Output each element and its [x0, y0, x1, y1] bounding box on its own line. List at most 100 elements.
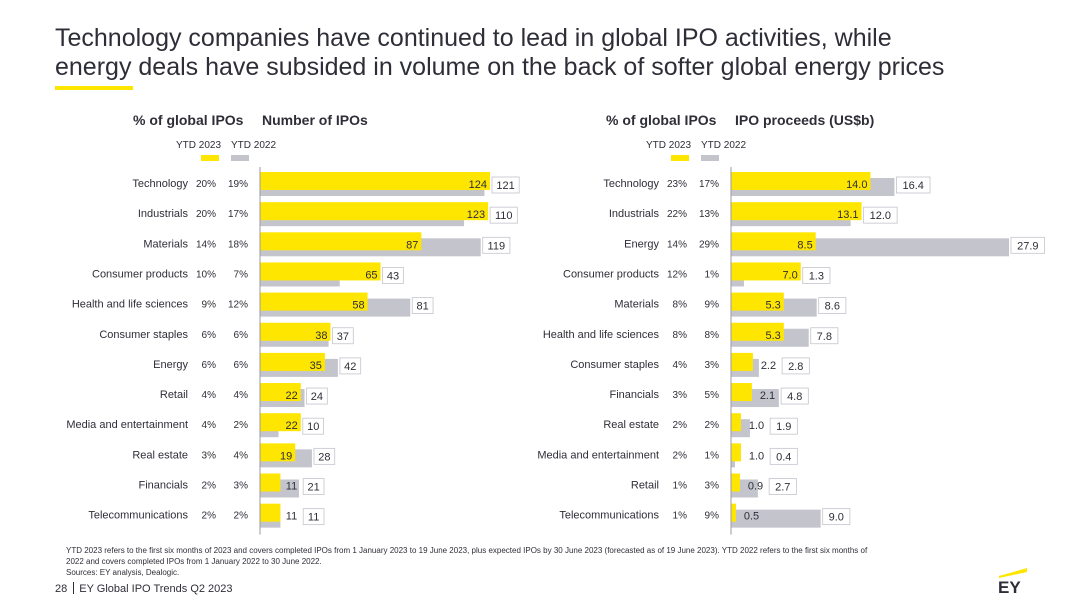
chart-row: Media and entertainment 4% 2% 22 10	[66, 413, 325, 438]
value-label-2023: 5.3	[766, 300, 781, 312]
pct-2022-label: 1%	[705, 450, 720, 461]
bar-ytd2023	[731, 503, 736, 522]
value-label-2022-box	[411, 297, 434, 315]
pct-2022-label: 3%	[234, 481, 249, 492]
bar-ytd2023	[260, 413, 301, 432]
value-label-2023: 11	[286, 511, 297, 523]
chart-row: Consumer products 10% 7% 65 43	[92, 262, 404, 287]
pct-2023-label: 3%	[202, 450, 217, 461]
chart-title: Number of IPOs	[262, 112, 368, 128]
bar-ytd2023	[260, 292, 368, 311]
pct-2023-label: 6%	[202, 330, 217, 341]
title-line-2: energy deals have subsided in volume on …	[55, 53, 945, 81]
footer-text: EY Global IPO Trends Q2 2023	[79, 583, 233, 595]
legend-ytd2022-label: YTD 2022	[701, 140, 747, 151]
bar-ytd2023	[731, 262, 801, 281]
bar-ytd2023	[260, 352, 325, 371]
value-label-2022-box	[768, 478, 797, 495]
pct-2023-label: 2%	[673, 420, 688, 431]
bar-ytd2023	[260, 262, 381, 281]
category-label: Industrials	[609, 208, 660, 220]
footnote-sources: Sources: EY analysis, Dealogic.	[66, 568, 180, 577]
pct-2023-label: 20%	[196, 179, 216, 190]
chart-row: Real estate 3% 4% 19 28	[132, 443, 336, 468]
value-label-2022-box	[302, 478, 325, 495]
category-label: Industrials	[138, 208, 189, 220]
value-label-2023: 2.2	[761, 360, 776, 372]
category-label: Retail	[631, 480, 659, 492]
category-label: Health and life sciences	[72, 299, 189, 311]
bar-ytd2023	[260, 172, 490, 190]
pct-2022-label: 19%	[228, 179, 248, 190]
bar-ytd2023	[731, 292, 784, 311]
legend-ytd2023-label: YTD 2023	[176, 140, 222, 151]
value-label-2022-box	[302, 508, 325, 526]
pct-2023-label: 9%	[202, 300, 217, 311]
chart-row: Energy 14% 29% 8.5 27.9	[624, 232, 1045, 257]
category-label: Consumer products	[563, 268, 659, 280]
value-label-2022: 0.4	[776, 451, 791, 463]
value-label-2023: 22	[286, 420, 298, 432]
footnote: YTD 2023 refers to the first six months …	[66, 545, 1006, 578]
pct-2022-label: 17%	[699, 179, 719, 190]
pct-2022-label: 18%	[228, 239, 248, 250]
chart-row: Telecommunications 1% 9% 0.5 9.0	[559, 503, 851, 528]
value-label-2022: 1.3	[809, 270, 824, 282]
pct-2023-label: 14%	[667, 239, 687, 250]
value-label-2023: 22	[286, 390, 298, 402]
pct-2022-label: 2%	[234, 511, 249, 522]
chart-row: Technology 23% 17% 14.0 16.4	[603, 172, 931, 196]
chart-row: Real estate 2% 2% 1.0 1.9	[603, 413, 798, 438]
value-label-2022: 8.6	[825, 301, 840, 313]
chart-row: Materials 14% 18% 87 119	[143, 232, 511, 257]
value-label-2022-box	[802, 267, 831, 284]
pct-2023-label: 14%	[196, 239, 216, 250]
value-label-2022-box	[781, 357, 810, 375]
value-label-2023: 1.0	[749, 420, 764, 432]
pct-2022-label: 3%	[705, 360, 720, 371]
value-label-2022: 42	[344, 361, 356, 373]
chart-row: Technology 20% 19% 124 121	[132, 172, 520, 196]
pct-2022-label: 9%	[705, 511, 720, 522]
value-label-2023: 14.0	[846, 179, 867, 191]
pct-2023-label: 2%	[673, 450, 688, 461]
value-label-2023: 19	[280, 450, 292, 462]
category-label: Real estate	[603, 419, 659, 431]
category-label: Financials	[609, 389, 659, 401]
value-label-2022-box	[489, 206, 518, 224]
pct-header: % of global IPOs	[133, 112, 244, 128]
chart-title: IPO proceeds (US$b)	[735, 112, 875, 128]
value-label-2022: 24	[311, 391, 323, 403]
pct-2022-label: 5%	[705, 390, 720, 401]
ey-logo-icon: EY	[998, 568, 1027, 595]
value-label-2022-box	[896, 176, 931, 194]
chart-row: Consumer products 12% 1% 7.0 1.3	[563, 262, 831, 287]
category-label: Technology	[603, 178, 659, 190]
value-label-2022: 7.8	[817, 331, 832, 343]
value-label-2022-box	[302, 417, 325, 435]
legend-ytd2023-label: YTD 2023	[646, 140, 692, 151]
category-label: Energy	[624, 238, 659, 250]
bar-ytd2023	[731, 443, 741, 462]
value-label-2023: 35	[310, 360, 322, 372]
category-label: Media and entertainment	[537, 449, 659, 461]
chart-row: Energy 6% 6% 35 42	[153, 352, 362, 377]
chart-row: Retail 4% 4% 22 24	[160, 383, 328, 408]
value-label-2022-box	[769, 417, 798, 435]
number-of-ipos-panel: % of global IPOs Number of IPOs YTD 2023…	[0, 105, 540, 535]
bar-ytd2023	[731, 232, 816, 251]
value-label-2023: 2.1	[760, 390, 775, 402]
value-label-2022: 16.4	[903, 180, 924, 192]
value-label-2022-box	[332, 327, 354, 345]
pct-2023-label: 22%	[667, 209, 687, 220]
value-label-2022: 37	[337, 331, 349, 343]
category-label: Energy	[153, 359, 188, 371]
value-label-2022-box	[769, 447, 798, 465]
footnote-line-2: 2022 and covers completed IPOs from 1 Ja…	[66, 557, 322, 566]
pct-2023-label: 8%	[673, 300, 688, 311]
value-label-2023: 8.5	[797, 239, 812, 251]
bar-ytd2023	[260, 473, 281, 492]
pct-2023-label: 4%	[673, 360, 688, 371]
bar-ytd2023	[731, 352, 753, 371]
pct-2022-label: 4%	[234, 450, 249, 461]
